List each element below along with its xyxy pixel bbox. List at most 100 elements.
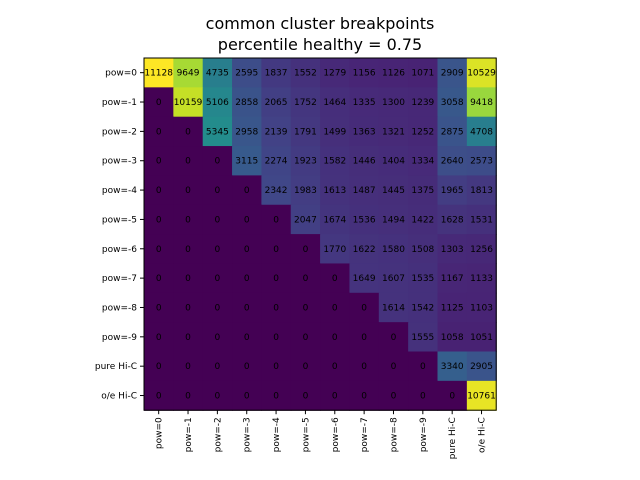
heatmap-cell <box>349 146 380 176</box>
cell-value-label: 0 <box>332 362 338 372</box>
heatmap-cell <box>232 263 262 294</box>
cell-value-label: 4735 <box>206 69 229 79</box>
y-tick-label: pow=-8 <box>102 303 137 313</box>
cell-value-label: 1334 <box>411 157 434 167</box>
heatmap-cell <box>437 175 468 206</box>
cell-value-label: 0 <box>361 333 367 343</box>
heatmap-cell <box>232 322 262 353</box>
cell-value-label: 0 <box>185 333 191 343</box>
cell-value-label: 0 <box>361 362 367 372</box>
heatmap-cell <box>173 322 204 353</box>
heatmap-cell <box>232 204 262 235</box>
cell-value-label: 0 <box>332 333 338 343</box>
heatmap-cell <box>378 263 409 294</box>
cell-value-label: 2274 <box>265 157 288 167</box>
heatmap-cell <box>173 380 204 411</box>
heatmap-cell <box>290 380 321 411</box>
cell-value-label: 0 <box>156 215 162 225</box>
cell-value-label: 2905 <box>470 362 493 372</box>
heatmap-cell <box>144 234 174 265</box>
heatmap-cell <box>320 322 351 353</box>
heatmap-cell <box>320 204 351 235</box>
heatmap-cell <box>173 351 204 382</box>
cell-value-label: 10529 <box>467 69 496 79</box>
cell-value-label: 0 <box>215 392 221 402</box>
cell-value-label: 0 <box>156 333 162 343</box>
heatmap-cell <box>378 175 409 206</box>
cell-value-label: 0 <box>185 127 191 137</box>
plot-frame <box>143 57 497 411</box>
heatmap-cell <box>437 58 468 88</box>
cell-value-label: 1791 <box>294 127 317 137</box>
heatmap-cell <box>173 263 204 294</box>
heatmap-cell <box>173 175 204 206</box>
cell-value-label: 0 <box>303 245 309 255</box>
cell-value-label: 1649 <box>353 274 376 284</box>
heatmap-cell <box>173 87 204 118</box>
cell-value-label: 0 <box>156 274 162 284</box>
heatmap-cell <box>144 146 174 176</box>
heatmap-cell <box>202 116 233 147</box>
heatmap-cell <box>408 263 439 294</box>
heatmap-cell <box>261 351 292 382</box>
x-tick-label: pow=-8 <box>389 417 399 452</box>
heatmap-cell <box>349 234 380 265</box>
heatmap-cell <box>466 87 497 118</box>
cell-value-label: 0 <box>273 245 279 255</box>
x-tick-label: pow=-2 <box>213 417 223 452</box>
cell-value-label: 4708 <box>470 127 493 137</box>
cell-value-label: 0 <box>156 98 162 108</box>
heatmap-cell <box>261 146 292 176</box>
heatmap-cell <box>144 58 174 88</box>
cell-value-label: 0 <box>215 362 221 372</box>
heatmap-cell <box>408 234 439 265</box>
cell-value-label: 1133 <box>470 274 493 284</box>
heatmap-cell <box>173 234 204 265</box>
heatmap-cell <box>202 146 233 176</box>
heatmap-cell <box>408 58 439 88</box>
cell-value-label: 1256 <box>470 245 493 255</box>
heatmap-cell <box>202 292 233 323</box>
cell-value-label: 1674 <box>323 215 346 225</box>
cell-value-label: 0 <box>185 186 191 196</box>
heatmap-cell <box>408 292 439 323</box>
x-axis: pow=0 pow=-1 pow=-2 pow=-3 pow=-4 pow=-5 pow=-… <box>155 410 488 459</box>
cell-value-label: 0 <box>361 303 367 313</box>
heatmap-cell <box>320 292 351 323</box>
cell-value-label: 3340 <box>441 362 464 372</box>
heatmap-cell <box>261 292 292 323</box>
y-tick-label: pow=-5 <box>102 215 137 225</box>
y-axis: pow=0 pow=-1 pow=-2 pow=-3 pow=-4 pow=-5 pow=-… <box>95 69 144 402</box>
cell-value-label: 2595 <box>235 69 258 79</box>
heatmap-cell <box>232 175 262 206</box>
cell-value-label: 0 <box>391 362 397 372</box>
cell-value-label: 1058 <box>441 333 464 343</box>
cell-value-label: 0 <box>244 333 250 343</box>
heatmap-cell <box>173 146 204 176</box>
heatmap-cell <box>349 351 380 382</box>
heatmap-cell <box>202 351 233 382</box>
cell-value-label: 0 <box>215 186 221 196</box>
heatmap-cell <box>232 292 262 323</box>
heatmap-cell <box>232 351 262 382</box>
heatmap-cell <box>320 263 351 294</box>
heatmap-cell <box>466 234 497 265</box>
cell-value-label: 1125 <box>441 303 464 313</box>
heatmap-cell <box>290 263 321 294</box>
cell-value-label: 11128 <box>144 69 173 79</box>
heatmap-cell <box>349 292 380 323</box>
x-tick-label: pow=-7 <box>360 417 370 452</box>
cell-value-label: 0 <box>156 303 162 313</box>
heatmap-cells <box>144 58 497 411</box>
y-tick-label: pure Hi-C <box>95 362 137 372</box>
heatmap-cell <box>202 322 233 353</box>
x-tick-label: pure Hi-C <box>448 417 458 459</box>
cell-value-label: 0 <box>185 362 191 372</box>
cell-value-label: 1335 <box>353 98 376 108</box>
heatmap-cell <box>437 380 468 411</box>
cell-value-label: 1279 <box>323 69 346 79</box>
heatmap-cell <box>261 234 292 265</box>
cell-value-label: 0 <box>156 186 162 196</box>
cell-value-label: 0 <box>332 303 338 313</box>
cell-value-label: 1499 <box>323 127 346 137</box>
